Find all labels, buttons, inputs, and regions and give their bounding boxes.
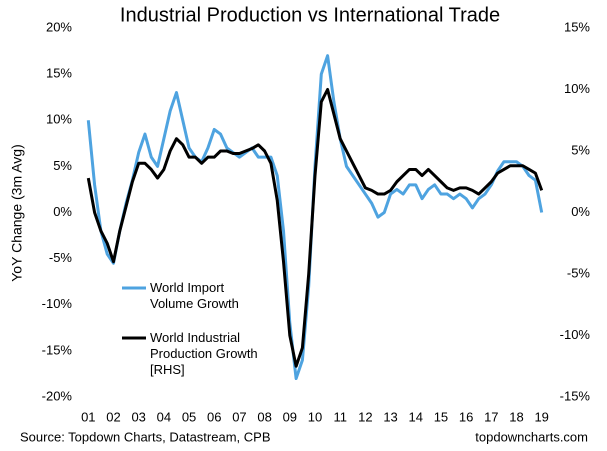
y2-tick-label: 5% xyxy=(571,142,590,157)
x-tick-label: 02 xyxy=(106,409,120,424)
x-tick-label: 12 xyxy=(358,409,372,424)
x-tick-label: 19 xyxy=(534,409,548,424)
watermark: topdowncharts.com xyxy=(475,429,588,444)
y-tick-label: -20% xyxy=(42,388,73,403)
source-note: Source: Topdown Charts, Datastream, CPB xyxy=(20,429,271,444)
x-tick-label: 03 xyxy=(131,409,145,424)
y-tick-label: 0% xyxy=(53,204,72,219)
y-tick-label: 5% xyxy=(53,158,72,173)
y-tick-label: -15% xyxy=(42,342,73,357)
x-tick-label: 14 xyxy=(409,409,423,424)
y-axis-label: YoY Change (3m Avg) xyxy=(9,144,25,282)
x-tick-label: 15 xyxy=(434,409,448,424)
y2-tick-label: 0% xyxy=(571,204,590,219)
legend-label: World Import Volume Growth xyxy=(150,280,239,311)
x-tick-label: 09 xyxy=(283,409,297,424)
x-tick-label: 13 xyxy=(383,409,397,424)
y-tick-label: -10% xyxy=(42,296,73,311)
legend-label: World Industrial Production Growth [RHS] xyxy=(150,330,258,377)
y-tick-label: 10% xyxy=(46,112,72,127)
x-tick-label: 04 xyxy=(157,409,171,424)
y-tick-label: 20% xyxy=(46,19,72,34)
x-tick-label: 16 xyxy=(459,409,473,424)
x-tick-label: 10 xyxy=(308,409,322,424)
series-line xyxy=(86,88,544,368)
y-tick-label: -5% xyxy=(49,250,73,265)
chart-title: Industrial Production vs International T… xyxy=(120,4,500,26)
y2-tick-label: -15% xyxy=(560,388,591,403)
x-tick-label: 06 xyxy=(207,409,221,424)
x-tick-label: 11 xyxy=(333,409,347,424)
y2-tick-label: 10% xyxy=(564,81,590,96)
y2-tick-label: 15% xyxy=(564,19,590,34)
x-tick-label: 17 xyxy=(484,409,498,424)
x-tick-label: 07 xyxy=(232,409,246,424)
y2-tick-label: -5% xyxy=(567,265,591,280)
y2-tick-label: -10% xyxy=(560,327,591,342)
x-tick-label: 05 xyxy=(182,409,196,424)
x-tick-label: 18 xyxy=(509,409,523,424)
x-tick-label: 01 xyxy=(81,409,95,424)
y-tick-label: 15% xyxy=(46,66,72,81)
x-tick-label: 08 xyxy=(257,409,271,424)
